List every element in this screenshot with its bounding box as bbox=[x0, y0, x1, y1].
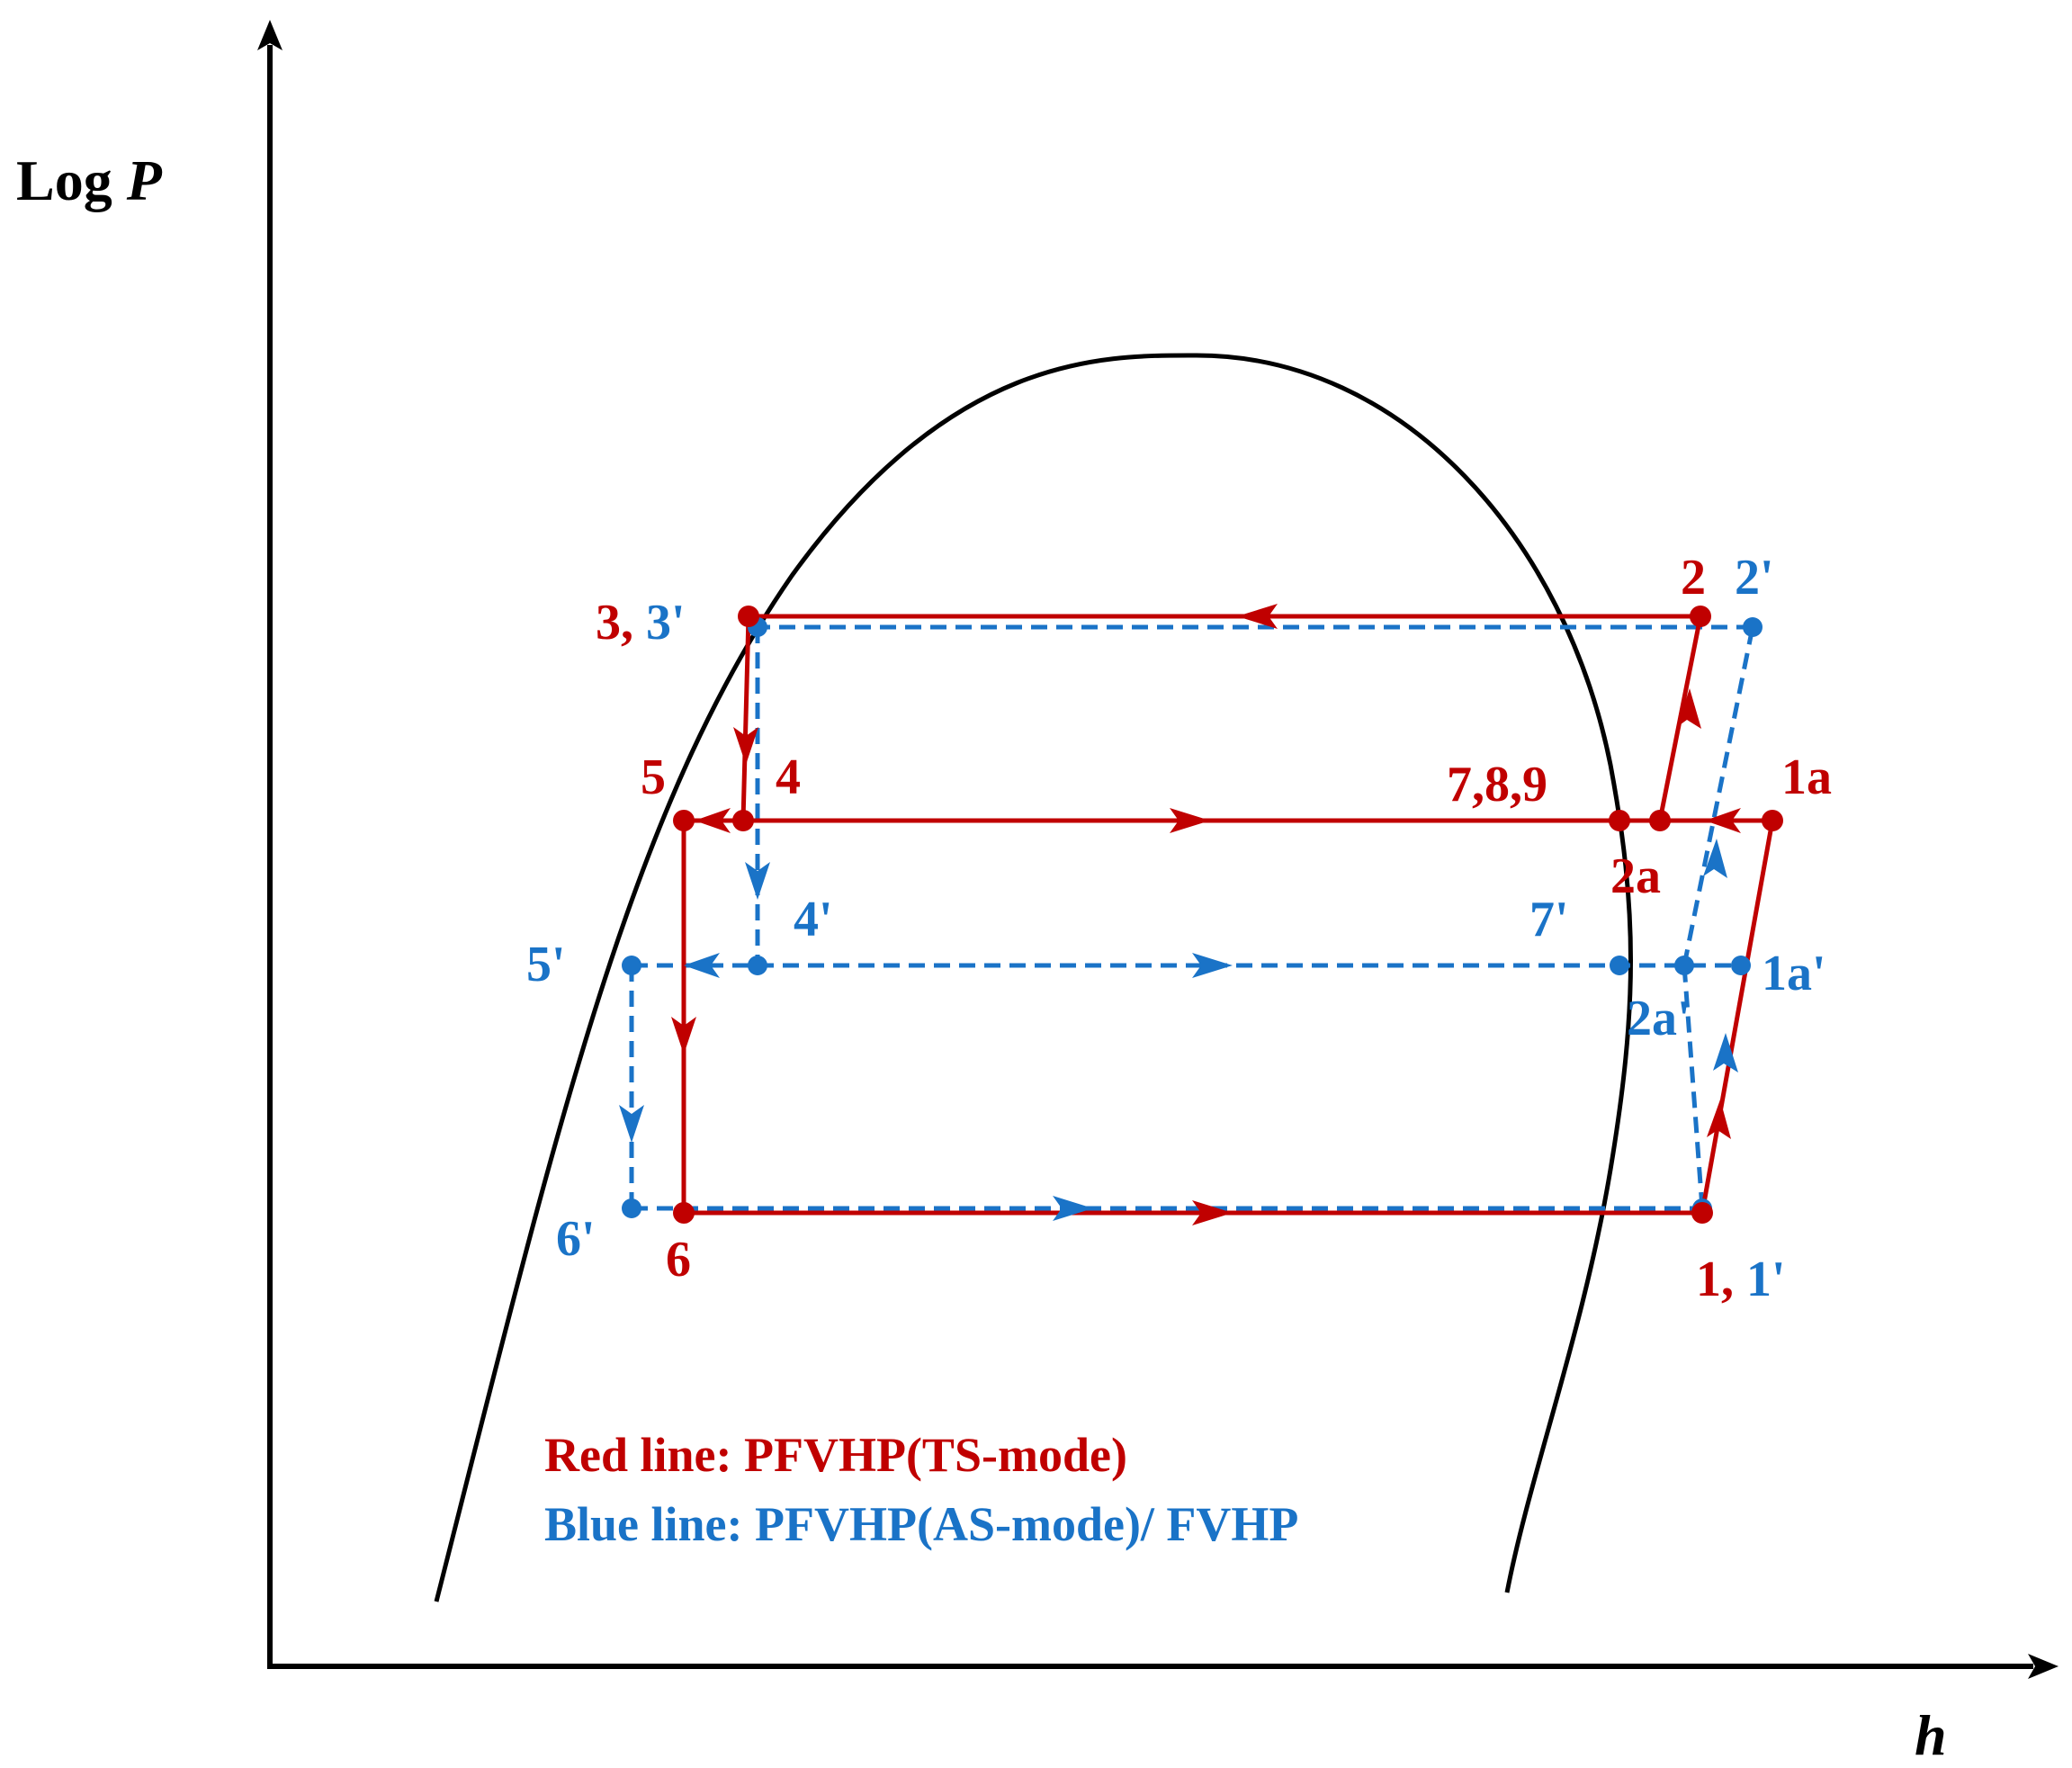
point-2ap bbox=[1674, 956, 1694, 975]
label-1ap: 1a' bbox=[1762, 946, 1826, 1001]
blue-arrow-down-5p-6p bbox=[619, 1105, 644, 1143]
red-arrow-down-3-4 bbox=[733, 727, 758, 765]
point-2a bbox=[1649, 810, 1671, 831]
point-3 bbox=[738, 606, 759, 627]
blue-arrow-right-bottom bbox=[1053, 1196, 1093, 1221]
y-axis-arrowhead bbox=[257, 20, 283, 50]
point-labels: 3, 3' 2 2' 5 4 7,8,9 1a 2a 4' 7' 5' 1a' … bbox=[526, 550, 1832, 1307]
label-7p: 7' bbox=[1529, 892, 1569, 947]
label-5: 5 bbox=[641, 749, 666, 805]
point-1a bbox=[1762, 810, 1783, 831]
blue-cycle bbox=[629, 624, 1755, 1211]
point-2 bbox=[1690, 606, 1711, 627]
red-line-3-4 bbox=[740, 615, 751, 821]
label-6p: 6' bbox=[556, 1211, 596, 1267]
red-arrow-up-2a-2 bbox=[1677, 688, 1701, 729]
point-6 bbox=[673, 1202, 695, 1224]
blue-arrow-up-2ap-2p bbox=[1703, 839, 1727, 878]
label-1a: 1a bbox=[1781, 749, 1832, 805]
red-line-1-1a bbox=[1700, 820, 1775, 1214]
blue-line-2ap-2p bbox=[1682, 626, 1755, 966]
red-arrow-left-top bbox=[1237, 604, 1278, 629]
label-4: 4 bbox=[776, 749, 801, 805]
red-arrow-left-4-5 bbox=[695, 808, 731, 833]
point-789 bbox=[1609, 810, 1630, 831]
point-1ap bbox=[1731, 956, 1751, 975]
label-2: 2 bbox=[1681, 550, 1706, 606]
x-axis-label: h bbox=[1915, 1703, 1947, 1767]
red-arrow-right-middle bbox=[1170, 808, 1210, 833]
red-arrow-down-5-6 bbox=[671, 1017, 696, 1055]
blue-arrow-up-1p-2ap bbox=[1713, 1033, 1738, 1072]
blue-arrows bbox=[619, 839, 1738, 1221]
red-cycle bbox=[681, 614, 1775, 1216]
saturation-dome-curve bbox=[434, 353, 1633, 1602]
red-arrow-left-1a bbox=[1705, 808, 1741, 833]
point-5p bbox=[622, 956, 641, 975]
x-axis-arrowhead bbox=[2028, 1654, 2059, 1679]
blue-line-1p-2ap bbox=[1682, 965, 1705, 1209]
point-7p bbox=[1610, 956, 1629, 975]
blue-arrow-down-3p-4p bbox=[745, 862, 770, 900]
blue-arrow-right-middle bbox=[1192, 953, 1233, 978]
point-5 bbox=[673, 810, 695, 831]
label-6: 6 bbox=[666, 1232, 691, 1288]
label-3-3p: 3, 3' bbox=[596, 595, 686, 651]
legend-red: Red line: PFVHP(TS-mode) bbox=[544, 1428, 1127, 1482]
point-1 bbox=[1691, 1202, 1713, 1224]
point-4p bbox=[748, 956, 767, 975]
blue-arrow-left-4p-5p bbox=[684, 953, 720, 978]
label-2a: 2a bbox=[1610, 848, 1661, 904]
red-points bbox=[673, 606, 1783, 1224]
axes bbox=[257, 20, 2059, 1679]
label-5p: 5' bbox=[526, 937, 566, 992]
red-arrow-right-bottom bbox=[1192, 1200, 1233, 1225]
label-4p: 4' bbox=[794, 892, 833, 947]
point-2p bbox=[1743, 617, 1763, 637]
label-2p: 2' bbox=[1735, 550, 1774, 606]
label-789: 7,8,9 bbox=[1447, 757, 1547, 812]
label-1-1p: 1, 1' bbox=[1696, 1252, 1786, 1307]
point-4 bbox=[732, 810, 754, 831]
red-arrows bbox=[671, 604, 1741, 1225]
y-axis-label: Log P bbox=[16, 148, 163, 212]
red-arrow-up-1-1a bbox=[1707, 1099, 1731, 1139]
label-2ap: 2a' bbox=[1627, 991, 1691, 1046]
legend-blue: Blue line: PFVHP(AS-mode)/ FVHP bbox=[544, 1497, 1298, 1551]
point-6p bbox=[622, 1198, 641, 1218]
